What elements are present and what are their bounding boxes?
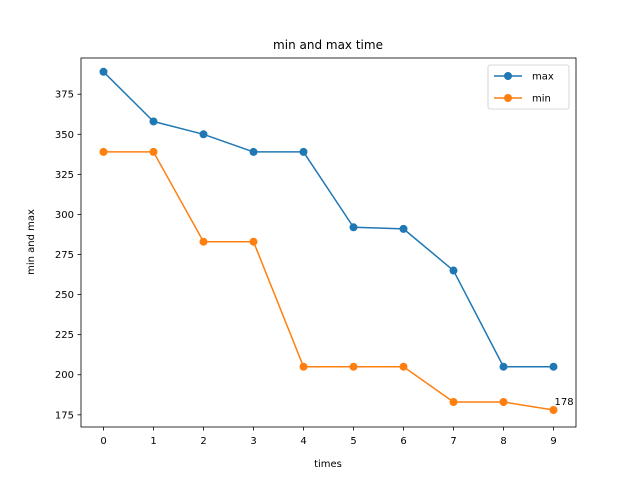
legend-item-max: max <box>494 72 554 83</box>
data-point-max <box>349 223 358 232</box>
data-point-max <box>249 147 258 156</box>
data-point-min <box>549 406 558 415</box>
y-tick-label: 300 <box>55 210 74 221</box>
data-point-max <box>499 362 508 371</box>
y-tick-label: 375 <box>55 90 74 101</box>
data-point-max <box>549 362 558 371</box>
y-tick-label: 250 <box>55 290 74 301</box>
data-point-max <box>299 147 308 156</box>
data-point-max <box>99 67 108 76</box>
data-point-max <box>149 117 158 126</box>
series-layer <box>99 67 558 415</box>
legend: max min <box>487 64 570 110</box>
data-point-max <box>399 224 408 233</box>
data-point-max <box>199 130 208 139</box>
y-tick-label: 200 <box>55 370 74 381</box>
legend-marker <box>504 72 512 80</box>
data-point-min <box>149 147 158 156</box>
x-tick-label: 2 <box>200 436 206 447</box>
x-tick-label: 8 <box>500 436 506 447</box>
chart-title: min and max time <box>273 38 383 52</box>
y-tick-label: 175 <box>55 410 74 421</box>
legend-marker <box>504 94 512 102</box>
y-tick-label: 350 <box>55 130 74 141</box>
data-point-min <box>349 362 358 371</box>
data-point-min <box>249 237 258 246</box>
x-tick-label: 3 <box>250 436 256 447</box>
legend-box <box>487 64 570 110</box>
y-tick-label: 225 <box>55 330 74 341</box>
x-tick-label: 5 <box>350 436 356 447</box>
data-point-min <box>99 147 108 156</box>
x-tick-label: 7 <box>450 436 456 447</box>
data-point-min <box>499 397 508 406</box>
data-point-min <box>449 397 458 406</box>
x-tick-label: 4 <box>300 436 306 447</box>
series-line-max <box>102 71 554 368</box>
y-axis: 175 200 225 250 275 300 325 350 375 <box>55 90 81 421</box>
legend-label: min <box>532 94 551 105</box>
x-tick-label: 6 <box>400 436 406 447</box>
annotation-label: 178 <box>555 397 574 408</box>
series-max <box>99 67 558 371</box>
data-point-min <box>199 237 208 246</box>
data-point-min <box>399 362 408 371</box>
series-min <box>99 147 558 415</box>
series-line-min <box>103 151 554 411</box>
legend-item-min: min <box>494 94 551 105</box>
x-tick-label: 9 <box>550 436 556 447</box>
y-axis-label: min and max <box>26 209 37 275</box>
data-point-min <box>299 362 308 371</box>
x-tick-label: 0 <box>100 436 106 447</box>
x-axis: 0 1 2 3 4 5 6 7 8 9 <box>100 427 557 447</box>
annotation-layer: 178 <box>555 397 574 408</box>
plot-frame <box>80 57 577 428</box>
x-axis-label: times <box>314 459 342 470</box>
legend-label: max <box>532 72 554 83</box>
plot-area <box>80 57 577 428</box>
x-tick-label: 1 <box>150 436 156 447</box>
y-tick-label: 275 <box>55 250 74 261</box>
y-tick-label: 325 <box>55 170 74 181</box>
data-point-max <box>449 266 458 275</box>
